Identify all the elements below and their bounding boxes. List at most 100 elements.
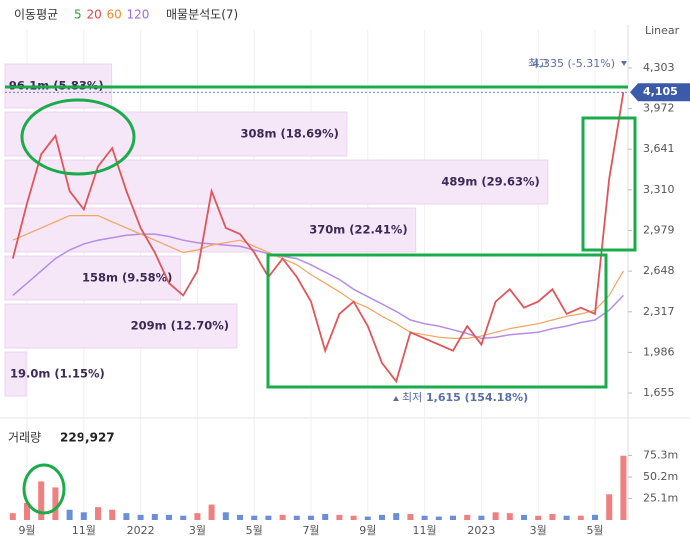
volume-bar (563, 515, 570, 520)
volume-bar (506, 513, 513, 520)
volume-bar (549, 514, 556, 520)
volume-bar (237, 514, 243, 520)
high-marker (621, 61, 627, 67)
highlight-box (266, 253, 608, 389)
volume-bar (620, 455, 627, 520)
volume-bar (24, 502, 30, 520)
volume-bar (407, 514, 414, 520)
volume-tick-label: 75.3m (643, 448, 678, 461)
volume-bar (336, 514, 343, 520)
volume-bar (421, 515, 428, 520)
volume-bar (38, 481, 45, 520)
scale-label: Linear (645, 24, 680, 37)
volume-bar (52, 487, 59, 520)
profile-bar (4, 303, 238, 349)
low-label: 1,615 (154.18%) (426, 391, 528, 404)
profile-label: 489m (29.63%) (441, 175, 539, 189)
volume-tick-label: 25.1m (643, 491, 678, 504)
x-tick-label: 9월 (18, 524, 35, 537)
y-tick-label: 1,986 (643, 345, 675, 358)
volume-bar (95, 507, 101, 520)
legend-profile: 매물분석도(7) (166, 8, 238, 22)
x-tick-label: 3월 (530, 524, 547, 537)
volume-bar (279, 514, 286, 520)
x-tick-label: 7월 (302, 524, 319, 537)
volume-bar (393, 513, 400, 520)
volume-bar (592, 514, 598, 520)
volume-bar (194, 513, 201, 520)
legend-period: 120 (127, 8, 150, 22)
volume-bar (293, 515, 300, 520)
x-tick-label: 11월 (72, 524, 96, 537)
x-tick-label: 5월 (586, 524, 603, 537)
volume-bar (478, 515, 485, 520)
low-prefix: 최저 (402, 391, 422, 404)
volume-bar (535, 515, 542, 520)
profile-label: 308m (18.69%) (240, 127, 338, 141)
high-prefix: 최고 (528, 57, 548, 70)
volume-bar (350, 515, 357, 520)
volume-bar (151, 514, 158, 520)
x-tick-label: 2022 (127, 524, 155, 537)
y-tick-label: 2,979 (643, 223, 675, 236)
y-tick-label: 3,310 (643, 183, 675, 196)
high-label: 4,335 (-5.31%) (533, 57, 615, 70)
volume-bar (577, 515, 584, 520)
y-tick-label: 3,972 (643, 102, 675, 115)
volume-bar (66, 509, 73, 520)
low-marker (393, 395, 399, 401)
legend-period: 60 (107, 8, 122, 22)
volume-bar (492, 512, 499, 520)
x-tick-label: 3월 (189, 524, 206, 537)
volume-bar (521, 514, 527, 520)
volume-bar (265, 515, 272, 520)
highlight-box (581, 116, 637, 252)
x-tick-label: 2023 (467, 524, 495, 537)
volume-bar (180, 515, 187, 520)
volume-bar (222, 512, 229, 520)
volume-bar (308, 515, 314, 520)
volume-bar (606, 494, 613, 520)
volume-bar (123, 513, 130, 520)
volume-bar (109, 509, 116, 520)
y-tick-label: 4,303 (643, 61, 675, 74)
profile-bar (4, 111, 348, 157)
volume-bar (251, 515, 258, 520)
ma60-line (12, 215, 624, 339)
volume-bar (464, 514, 471, 520)
x-tick-label: 9월 (359, 524, 376, 537)
volume-bar (137, 514, 144, 520)
x-tick-label: 5월 (246, 524, 263, 537)
ma120-line (12, 233, 624, 340)
volume-bar (322, 514, 329, 520)
highlight-ellipse (20, 98, 136, 176)
profile-bar (4, 351, 27, 397)
profile-label: 209m (12.70%) (131, 319, 229, 333)
volume-bar (208, 504, 215, 520)
legend-period: 5 (74, 8, 82, 22)
profile-label: 19.0m (1.15%) (10, 367, 105, 381)
price-line (11, 92, 625, 384)
x-tick-label: 11월 (413, 524, 437, 537)
profile-label: 158m (9.58%) (82, 271, 172, 285)
volume-bar (379, 514, 385, 520)
profile-label: 370m (22.41%) (309, 223, 407, 237)
volume-bar (80, 512, 87, 520)
y-tick-label: 3,641 (643, 142, 675, 155)
profile-bar (4, 159, 549, 205)
legend-title: 이동평균 (14, 8, 58, 22)
volume-tick-label: 50.2m (643, 470, 678, 483)
legend-period: 20 (87, 8, 102, 22)
y-tick-label: 2,648 (643, 264, 675, 277)
highlight-ellipse (22, 463, 66, 515)
volume-title: 거래량 (8, 431, 41, 445)
y-tick-label: 2,317 (643, 305, 675, 318)
volume-bar (435, 516, 442, 520)
y-tick-label: 1,655 (643, 386, 675, 399)
volume-bar (9, 513, 16, 520)
volume-bar (364, 516, 371, 520)
volume-bar (166, 514, 172, 520)
volume-bar (450, 515, 456, 520)
volume-last: 229,927 (60, 431, 115, 445)
